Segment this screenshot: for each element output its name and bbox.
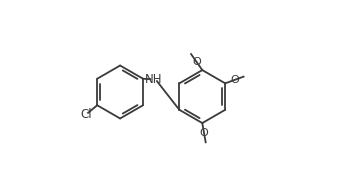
Text: O: O	[200, 128, 208, 138]
Text: Cl: Cl	[80, 108, 92, 121]
Text: O: O	[230, 75, 239, 85]
Text: NH: NH	[145, 73, 162, 86]
Text: O: O	[192, 57, 201, 67]
